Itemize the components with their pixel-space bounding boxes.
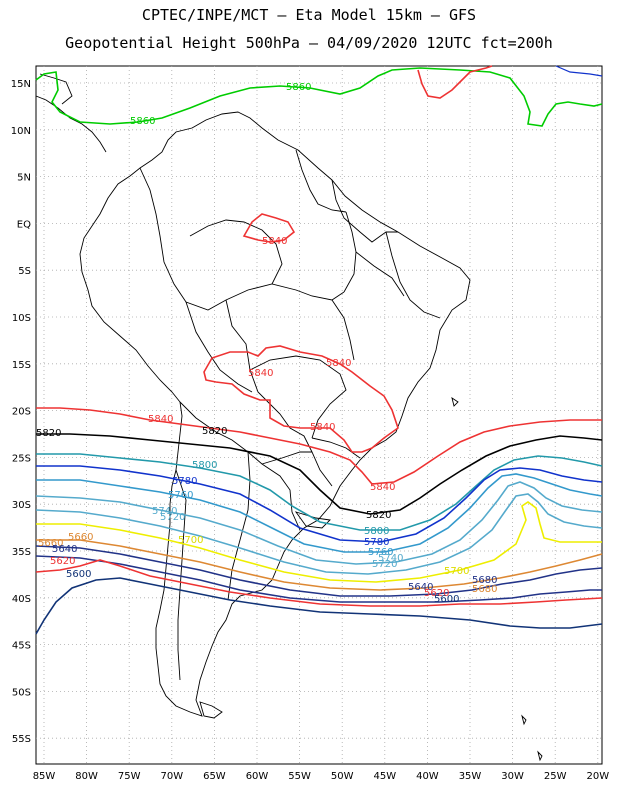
contour-5620 [35,559,603,607]
lat-tick-label: 10N [11,126,31,137]
contour-label: 5600 [434,594,459,605]
contour-5800 [36,453,603,531]
lon-tick-label: 50W [331,771,354,782]
contour-label: 5760 [368,547,393,558]
contour-5740 [35,481,603,565]
contour-5720 [35,493,603,575]
lon-tick-label: 40W [416,771,439,782]
lat-tick-label: EQ [17,219,31,230]
contour-5840-c [242,213,296,243]
lat-tick-label: 15S [12,360,31,371]
lat-tick-label: 40S [12,594,31,605]
contour-label: 5820 [202,426,227,437]
lat-tick-label: 45S [12,641,31,652]
lat-tick-label: 50S [12,687,31,698]
contour-label: 5640 [52,544,77,555]
contour-5600 [35,577,603,635]
contour-5840-e [36,407,602,485]
map-frame [35,65,603,765]
contour-5700 [36,501,602,583]
contour-label: 5820 [366,510,391,521]
contour-label: 5660 [68,532,93,543]
contour-label: 5840 [248,368,273,379]
contour-label-group: 5860 5860 5840 5840 5840 5840 5840 5840 … [36,82,497,605]
contour-label: 5660 [38,538,63,549]
lat-tick-label: 25S [12,453,31,464]
contour-label: 5840 [310,422,335,433]
lon-tick-label: 85W [33,771,56,782]
contour-label: 5700 [444,566,469,577]
contour-label: 5720 [160,512,185,523]
lon-tick-label: 60W [246,771,269,782]
contour-label: 5780 [364,537,389,548]
contour-label: 5740 [378,553,403,564]
title-line-1: CPTEC/INPE/MCT – Eta Model 15km – GFS [141,6,477,24]
contour-label: 5680 [472,584,497,595]
lat-tick-label: 15N [11,79,31,90]
lon-tick-label: 30W [501,771,524,782]
contour-5780 [36,465,603,543]
lon-tick-label: 35W [459,771,482,782]
contour-5680 [36,539,603,591]
contour-label: 5860 [286,82,311,93]
contour-5840-a [417,65,493,99]
lat-tick-label: 55S [12,734,31,745]
contour-label: 5760 [168,490,193,501]
lon-tick-label: 25W [544,771,567,782]
lon-tick-label: 75W [118,771,141,782]
lon-tick-label: 65W [203,771,226,782]
contour-5640 [35,555,602,603]
lat-tick-label: 20S [12,407,31,418]
contour-label: 5820 [36,428,61,439]
lat-lon-grid [36,66,602,764]
lon-tick-label: 55W [288,771,311,782]
contour-label: 5620 [424,588,449,599]
contour-label: 5600 [66,569,91,580]
contour-5820 [36,433,603,515]
lon-tick-label: 70W [160,771,183,782]
lat-tick-label: 5N [17,173,31,184]
contour-5840-b [555,65,603,77]
contour-label: 5840 [326,358,351,369]
contour-5860 [35,67,603,127]
lat-tick-label: 5S [18,266,31,277]
lat-tick-label: 10S [12,313,31,324]
contour-label: 5700 [178,535,203,546]
lon-tick-label: 45W [373,771,396,782]
contour-label: 5800 [364,526,389,537]
contour-label: 5620 [50,556,75,567]
contour-label: 5840 [370,482,395,493]
contour-5840-d [203,345,399,453]
contour-label: 5680 [472,575,497,586]
contour-label: 5640 [408,582,433,593]
lat-tick-label: 30S [12,500,31,511]
lon-tick-label: 80W [75,771,98,782]
coastlines [35,73,543,762]
title-line-2: Geopotential Height 500hPa – 04/09/2020 … [65,34,553,52]
contour-label: 5780 [172,476,197,487]
lon-tick-label: 20W [586,771,609,782]
axis-tick-labels: 15N 10N 5N EQ 5S 10S 15S 20S 25S 30S 35S 40S 45S 50S 5… [11,79,609,782]
contour-5760 [36,473,603,553]
contour-label: 5720 [372,559,397,570]
contour-label: 5840 [262,236,287,247]
contour-label: 5800 [192,460,217,471]
contours [35,65,603,635]
contour-label: 5840 [148,414,173,425]
contour-5660 [35,545,603,597]
lat-tick-label: 35S [12,547,31,558]
contour-label: 5860 [130,116,155,127]
contour-label: 5740 [152,506,177,517]
